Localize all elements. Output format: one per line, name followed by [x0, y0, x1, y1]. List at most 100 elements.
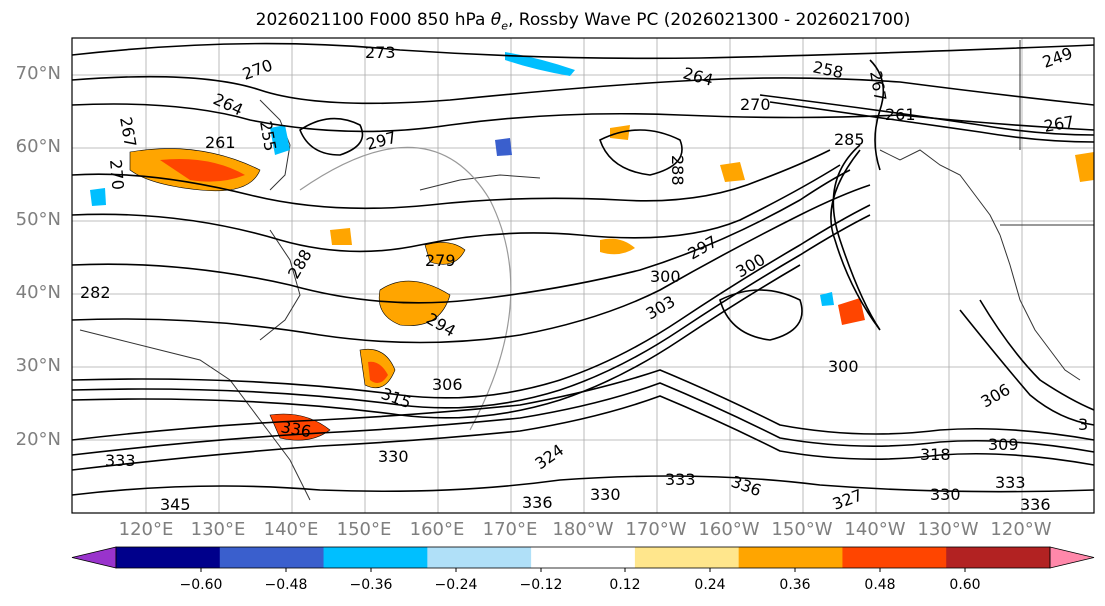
lat-label: 60°N [15, 136, 61, 157]
title-theta-symbol: θ [490, 10, 502, 30]
title-prefix: 2026021100 F000 850 hPa [255, 10, 491, 30]
coastlines [79, 40, 1094, 501]
contour-polar-front-2 [769, 101, 1095, 143]
coastline-japan [259, 229, 301, 341]
contour-273 [71, 42, 1095, 60]
contour-label: 300 [828, 357, 859, 376]
contour-label: 330 [378, 447, 409, 466]
colorbar-cell [323, 547, 428, 568]
contour-jet-1 [71, 204, 871, 399]
lat-label: 30°N [15, 355, 61, 376]
contour-label: 333 [105, 451, 136, 470]
lon-label: 170°W [625, 519, 687, 540]
contour-267 [71, 103, 1095, 133]
lon-label: 130°W [917, 519, 979, 540]
contour-285 [71, 149, 831, 210]
colorbar-cell [842, 547, 947, 568]
lon-label: 170°E [482, 519, 538, 540]
anomaly-positive-160e [424, 242, 466, 265]
colorbar-cell [946, 547, 1051, 568]
lon-label: 120°W [990, 519, 1052, 540]
contour-label: 285 [834, 130, 865, 149]
lat-label: 40°N [15, 282, 61, 303]
anomaly-positive-325 [330, 228, 352, 245]
colorbar-tick-label: −0.60 [179, 577, 223, 593]
contour-label: 330 [930, 485, 961, 504]
contour-label: 3 [1078, 415, 1088, 434]
title-suffix: , Rossby Wave PC (2026021300 - 202602170… [507, 10, 911, 30]
colorbar-outline [115, 546, 1051, 569]
lat-label: 50°N [15, 209, 61, 230]
contour-label: 306 [432, 375, 463, 394]
contour-east-ridge-2 [959, 309, 1095, 426]
contour-label: 261 [885, 105, 916, 124]
contour-gulf-low [869, 59, 885, 171]
contour-label: 300 [650, 267, 681, 286]
colorbar-tick-label: 0.24 [694, 577, 726, 593]
colorbar-tick-label: 0.48 [864, 577, 896, 593]
anomaly-positive-160w [600, 238, 635, 255]
contour-loop-3 [719, 289, 803, 341]
contour-300 [71, 184, 871, 344]
contour-label: 336 [1020, 495, 1051, 514]
map-area: 273 270 264 267 261 255 258 264 270 249 … [71, 37, 1095, 514]
contour-288 [71, 164, 841, 253]
anomaly-negative-bering [495, 138, 512, 156]
coastline-aleutians [419, 174, 541, 191]
colorbar-extend-max [1049, 546, 1095, 569]
colorbar-tick-label: 0.36 [779, 577, 811, 593]
lon-label: 150°E [336, 519, 392, 540]
contour-label: 270 [740, 95, 771, 114]
contour-label: 273 [365, 43, 396, 62]
anomaly-negative-north [505, 52, 575, 76]
colorbar-tick-label: −0.48 [264, 577, 308, 593]
lon-label: 130°E [190, 519, 246, 540]
contour-tropical [71, 475, 1095, 496]
lon-label: 140°E [263, 519, 319, 540]
contour-label: 333 [665, 470, 696, 489]
coastline-asia [79, 329, 311, 501]
colorbar-extend-min [71, 546, 117, 569]
theta-e-contours [71, 42, 1095, 496]
anomaly-negative-kamchatka [270, 125, 290, 155]
anomaly-negative-west [90, 188, 106, 206]
contour-alaska-trough [830, 144, 881, 331]
contour-264-north [71, 75, 1095, 106]
lon-label: 160°E [409, 519, 465, 540]
contour-subtropical-1 [71, 369, 1095, 441]
colorbar-tick-label: −0.24 [434, 577, 478, 593]
lon-label: 180°W [552, 519, 614, 540]
gridlines [72, 38, 1094, 513]
contour-east-ridge [979, 299, 1095, 411]
title-theta-subscript: e [501, 19, 508, 33]
colorbar-cell [116, 547, 221, 568]
contour-label: 318 [920, 445, 951, 464]
contour-labels: 273 270 264 267 261 255 258 264 270 249 … [80, 43, 1088, 514]
colorbar-tick-label: 0.12 [609, 577, 641, 593]
anomaly-positive-155w [720, 162, 745, 182]
anomaly-strong-siberia [160, 159, 245, 182]
coastline-kamchatka [259, 99, 291, 191]
coastline-alaska [879, 149, 1001, 236]
map-frame [71, 37, 1095, 514]
contour-label: 333 [995, 473, 1026, 492]
lon-label: 120°E [118, 519, 174, 540]
contour-loop-1 [299, 117, 364, 156]
coastline-north-america-west [999, 234, 1081, 381]
anomaly-negative-140w [820, 292, 834, 306]
lon-label: 150°W [771, 519, 833, 540]
colorbar-tick-label: −0.12 [519, 577, 563, 593]
lon-label: 140°W [844, 519, 906, 540]
contour-label: 279 [425, 251, 456, 270]
colorbar-tick-label: 0.60 [949, 577, 981, 593]
lon-label: 160°W [698, 519, 760, 540]
colorbar-cell [427, 547, 532, 568]
colorbar-tick-label: −0.36 [349, 577, 393, 593]
anomaly-positive-140w [838, 298, 865, 325]
contour-label: 288 [668, 155, 687, 186]
contour-label: 261 [205, 133, 236, 152]
lat-label: 70°N [15, 63, 61, 84]
colorbar [71, 546, 1095, 572]
colorbar-cell [531, 547, 636, 568]
